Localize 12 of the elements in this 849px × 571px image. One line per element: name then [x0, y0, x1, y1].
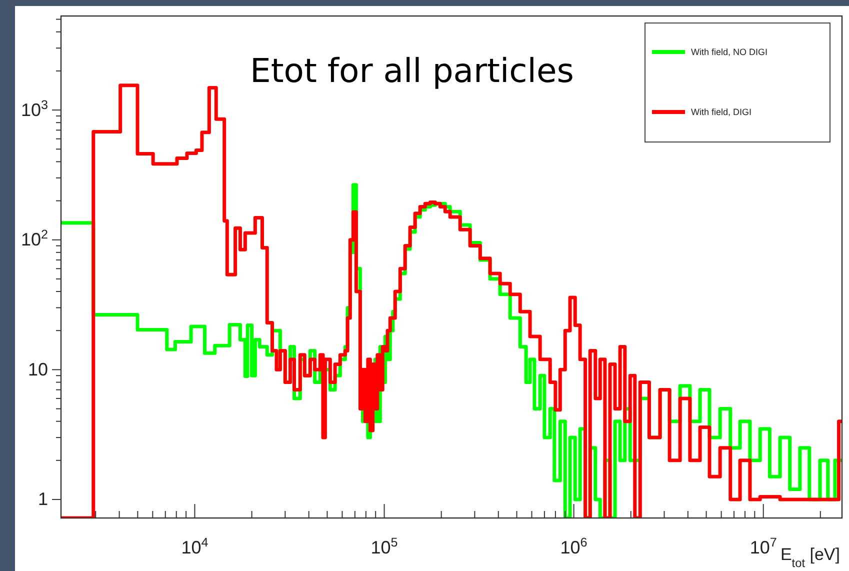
x-axis-title: E$_{tot}$ [eV]: [780, 545, 840, 570]
x-tick-label: 10$^{4}$: [181, 535, 208, 558]
x-tick-label: 10$^{5}$: [370, 535, 398, 558]
x-tick-label: 10$^{6}$: [560, 535, 588, 558]
legend-label: With field, NO DIGI: [691, 47, 768, 58]
y-tick-label: 1: [38, 489, 48, 510]
y-tick-label: 10$^{2}$: [20, 228, 48, 250]
text: Etot for all particles: [250, 51, 574, 90]
x-tick-label: 10$^{7}$: [750, 535, 777, 558]
legend-label: With field, DIGI: [691, 107, 752, 118]
y-tick-label: 10: [28, 359, 48, 380]
y-tick-label: 10$^{3}$: [20, 98, 48, 120]
